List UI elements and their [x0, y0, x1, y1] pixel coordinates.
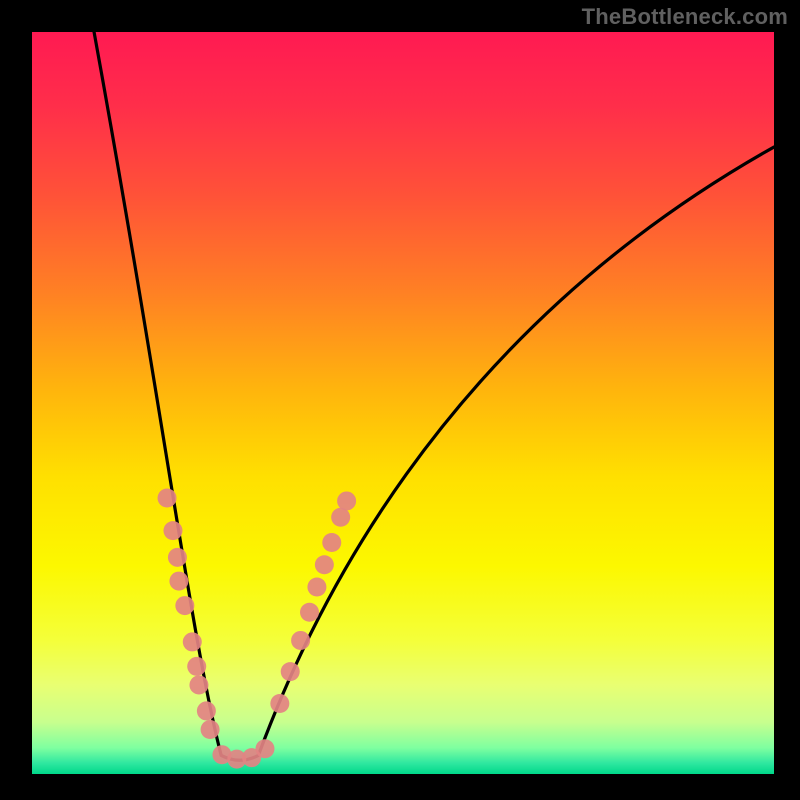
data-marker: [300, 603, 319, 622]
chart-svg: [32, 32, 774, 774]
data-marker: [175, 596, 194, 615]
data-marker: [307, 578, 326, 597]
figure-root: TheBottleneck.com: [0, 0, 800, 800]
data-marker: [337, 491, 356, 510]
data-marker: [331, 508, 350, 527]
data-marker: [281, 662, 300, 681]
data-marker: [158, 488, 177, 507]
data-marker: [291, 631, 310, 650]
data-marker: [168, 548, 187, 567]
data-marker: [255, 739, 274, 758]
data-marker: [270, 694, 289, 713]
watermark-text: TheBottleneck.com: [582, 4, 788, 30]
data-marker: [183, 632, 202, 651]
data-marker: [197, 701, 216, 720]
data-marker: [315, 555, 334, 574]
data-marker: [187, 657, 206, 676]
data-marker: [201, 720, 220, 739]
data-marker: [189, 675, 208, 694]
data-marker: [169, 572, 188, 591]
data-marker: [163, 521, 182, 540]
plot-area: [32, 32, 774, 774]
data-marker: [322, 533, 341, 552]
